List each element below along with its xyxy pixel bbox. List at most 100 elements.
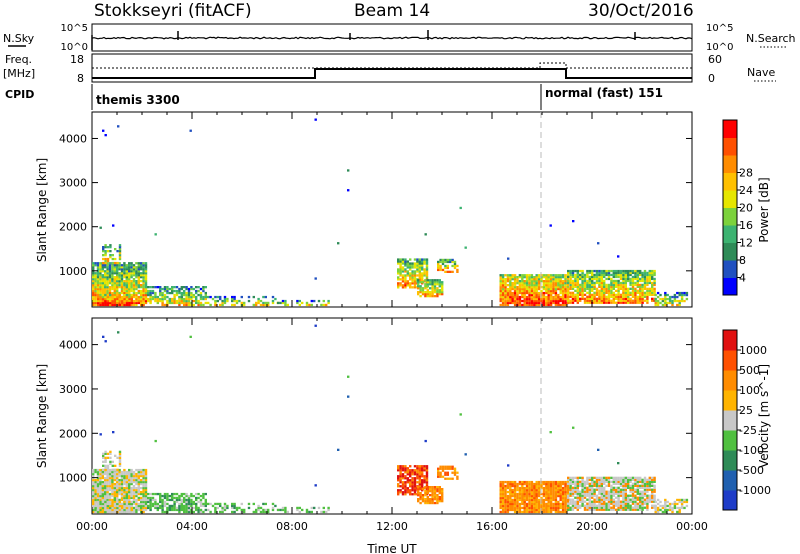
velocity-cell — [619, 508, 623, 511]
power-cell — [106, 266, 109, 269]
power-cell — [166, 291, 169, 295]
power-cell — [588, 297, 591, 300]
power-cell — [627, 297, 630, 300]
velocity-cell — [653, 496, 656, 499]
power-cell — [173, 289, 176, 293]
velocity-cell — [438, 490, 441, 493]
power-cell — [593, 285, 596, 288]
power-cell — [397, 268, 400, 271]
velocity-cell — [600, 490, 603, 493]
power-cell — [92, 266, 95, 269]
power-cell — [406, 262, 409, 265]
power-cell — [610, 273, 613, 277]
velocity-cell — [581, 478, 584, 481]
velocity-cell — [576, 494, 579, 497]
power-cell — [567, 269, 570, 273]
velocity-cell — [413, 471, 417, 474]
colorbar-segment — [723, 390, 737, 411]
velocity-cell — [559, 490, 562, 494]
power-cell — [144, 262, 148, 265]
velocity-cell — [528, 496, 531, 500]
power-cell — [132, 284, 136, 287]
velocity-cell — [439, 475, 442, 478]
velocity-cell — [123, 496, 126, 500]
velocity-cell — [96, 490, 100, 494]
power-cell — [571, 283, 575, 287]
velocity-cell — [521, 502, 524, 506]
noise-right-tick-top: 10^5 — [706, 23, 733, 34]
velocity-cell — [439, 473, 442, 476]
power-cell — [417, 291, 420, 294]
power-cell — [668, 297, 672, 301]
velocity-cell — [247, 502, 251, 506]
power-cell — [600, 281, 603, 285]
velocity-cell — [588, 504, 591, 507]
velocity-cell — [511, 494, 514, 498]
velocity-cell — [549, 492, 553, 496]
velocity-cell — [144, 478, 148, 482]
velocity-cell — [648, 496, 651, 499]
velocity-cell — [542, 488, 546, 492]
power-cell — [140, 299, 143, 303]
power-cell — [399, 284, 402, 287]
power-cell — [588, 277, 591, 281]
velocity-cell — [121, 506, 124, 510]
power-cell — [680, 299, 684, 303]
velocity-cell — [116, 480, 119, 484]
power-cell — [600, 297, 603, 300]
velocity-cell — [305, 508, 309, 512]
power-cell — [521, 299, 524, 303]
velocity-cell — [104, 452, 107, 455]
velocity-cell — [175, 508, 179, 512]
power-cell — [591, 281, 594, 285]
velocity-cell — [680, 498, 684, 502]
power-cell — [581, 271, 584, 275]
power-cell — [111, 286, 114, 289]
velocity-cell — [409, 473, 412, 476]
velocity-cell — [118, 460, 122, 463]
power-cell — [651, 273, 654, 277]
power-cell — [622, 281, 625, 285]
velocity-cell — [113, 474, 116, 478]
y-tick-label: 3000 — [59, 383, 87, 396]
power-cell — [559, 286, 562, 289]
power-cell — [185, 295, 188, 299]
power-cell — [180, 286, 183, 289]
power-cell — [102, 129, 105, 132]
velocity-cell — [535, 496, 538, 500]
velocity-cell — [574, 482, 577, 485]
power-cell — [617, 291, 620, 294]
power-cell — [629, 301, 632, 304]
power-cell — [117, 125, 120, 128]
power-cell — [436, 281, 439, 284]
velocity-cell — [648, 484, 651, 487]
velocity-cell — [429, 490, 432, 493]
power-cell — [583, 285, 587, 288]
velocity-cell — [603, 482, 606, 485]
velocity-cell — [588, 500, 591, 503]
velocity-cell — [123, 490, 126, 494]
power-cell — [128, 291, 131, 295]
power-cell — [574, 281, 577, 285]
velocity-cell — [433, 492, 437, 495]
power-cell — [651, 293, 654, 296]
power-cell — [132, 266, 136, 269]
velocity-cell — [549, 500, 553, 504]
power-cell — [651, 277, 654, 281]
velocity-cell — [310, 506, 313, 510]
velocity-cell — [111, 508, 114, 512]
velocity-cell — [154, 439, 157, 443]
velocity-cell — [313, 506, 316, 510]
velocity-cell — [123, 504, 126, 508]
velocity-cell — [581, 494, 584, 497]
power-cell — [567, 279, 570, 283]
velocity-cell — [629, 506, 632, 509]
velocity-cell — [142, 504, 145, 508]
velocity-cell — [156, 506, 159, 510]
velocity-cell — [521, 484, 524, 488]
power-cell — [243, 303, 246, 307]
power-cell — [504, 299, 507, 303]
power-cell — [511, 287, 514, 291]
velocity-cell — [634, 508, 637, 511]
velocity-cell — [441, 494, 444, 497]
